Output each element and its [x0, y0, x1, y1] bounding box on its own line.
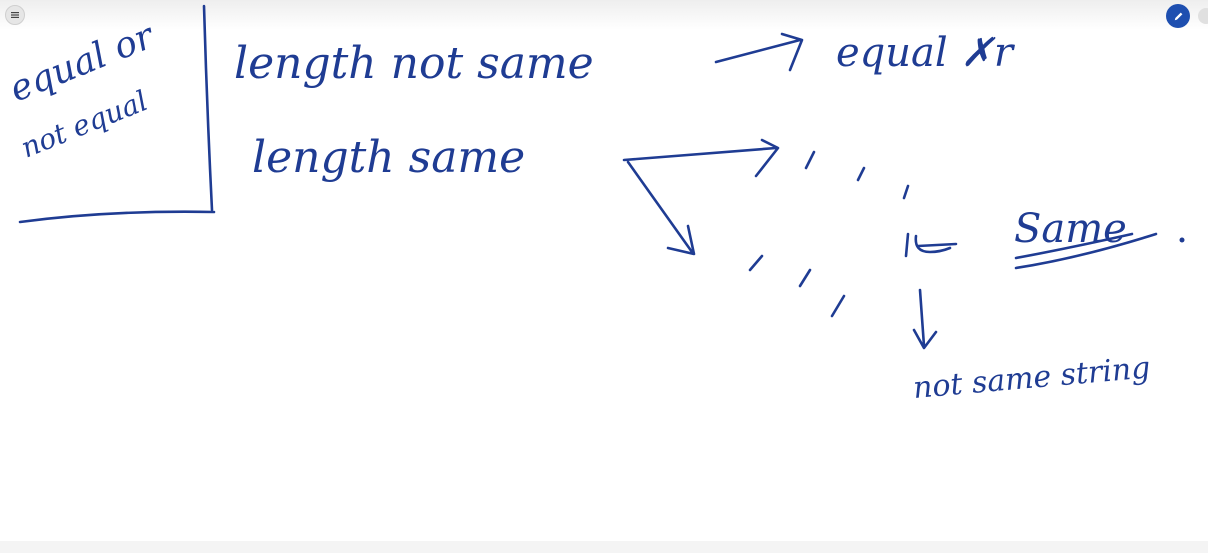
arrow-branch-right: [622, 138, 780, 178]
tick-marks-lower: [748, 254, 846, 318]
box-bottom-border: [18, 210, 216, 224]
text-equal-result: equal ✗r: [836, 30, 1016, 76]
box-right-border: [202, 4, 214, 212]
bottom-bar: [0, 541, 1208, 553]
dot-mark: [1179, 237, 1185, 243]
underline-same-1: [1014, 232, 1134, 260]
hamburger-menu-icon: [11, 12, 19, 18]
text-not-same-string: not same string: [912, 350, 1152, 406]
text-length-same: length same: [252, 132, 525, 183]
text-same: Same: [1014, 206, 1127, 252]
arrow-branch-down: [626, 160, 696, 256]
underline-same-2: [1014, 232, 1158, 270]
text-it-glyph: [904, 232, 958, 258]
top-toolbar: [0, 0, 1208, 30]
text-length-not-same: length not same: [234, 38, 594, 89]
overflow-button[interactable]: [1198, 8, 1208, 24]
tick-marks-upper: [804, 150, 910, 200]
arrow-line1: [714, 32, 804, 72]
arrow-down: [912, 288, 938, 350]
pencil-icon: [1174, 12, 1182, 20]
menu-button[interactable]: [5, 5, 25, 25]
pen-tool-button[interactable]: [1166, 4, 1190, 28]
